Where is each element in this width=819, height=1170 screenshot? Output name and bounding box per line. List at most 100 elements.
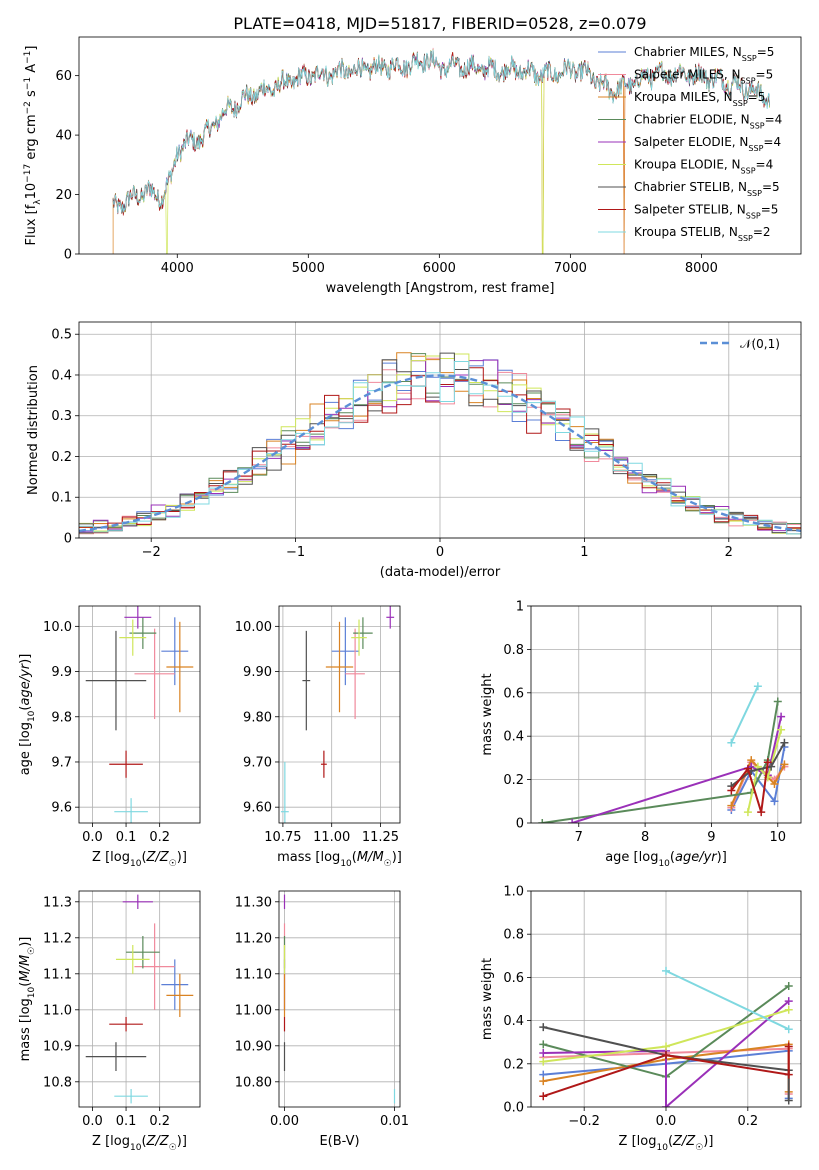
weight-series-kroupa-stelib (662, 966, 793, 1034)
label-part: 10 (27, 710, 37, 722)
y-tick-label: 11.2 (43, 931, 72, 946)
y-tick-label: 0.6 (503, 971, 524, 986)
legend-model-name: Chabrier ELODIE, N (634, 113, 750, 127)
y-tick-label: 9.9 (51, 665, 72, 680)
label-part: Flux [f (24, 204, 39, 245)
panel-age-vs-mass: 10.75 11.00 11.25 9.60 9.70 9.80 9.90 10.00 mass… (235, 605, 402, 869)
weight-series-salpeter-elodie (539, 997, 793, 1107)
weight-marker (784, 1070, 793, 1079)
legend-model-name: Kroupa STELIB, N (634, 225, 738, 239)
errorbar-chabrier-elodie (353, 617, 373, 649)
x-tick-label: 0.0 (82, 1114, 103, 1129)
figure-title: PLATE=0418, MJD=51817, FIBERID=0528, z=0… (233, 14, 646, 33)
legend-entry-kroupa-miles: Kroupa MILES, NSSP=5 (634, 90, 765, 108)
errorbar-salpeter-miles (134, 628, 175, 720)
y-tick-label: 0.2 (503, 1057, 524, 1072)
label-part: ☉ (384, 859, 392, 869)
plot-area (79, 352, 801, 535)
errorbar-kroupa-stelib (114, 1089, 148, 1104)
errorbar-chabrier-stelib (85, 1042, 147, 1071)
x-axis-label: Z [log10(Z/Z☉)] (92, 1134, 187, 1153)
plot-area (283, 894, 396, 1104)
x-tick-label: 4000 (161, 261, 194, 276)
label-part: s (24, 90, 39, 101)
label-part: −1 (23, 77, 33, 90)
x-tick-label: 2 (725, 545, 733, 560)
label-part: Z [log (92, 850, 130, 865)
label-part: )] (717, 850, 727, 865)
legend-entry-salpeter-elodie: Salpeter ELODIE, NSSP=4 (634, 135, 781, 153)
errorbar-salpeter-miles (134, 923, 175, 1010)
label-part: age/yr (18, 662, 33, 705)
x-tick-label: 1 (580, 545, 588, 560)
axes-frame (278, 890, 401, 1108)
weight-marker (568, 819, 577, 823)
weight-marker (777, 725, 786, 734)
x-tick-label: 0.01 (380, 1114, 409, 1129)
y-axis-label: mass weight (480, 673, 495, 755)
label-part: mass [log (18, 998, 33, 1061)
weight-marker (757, 808, 766, 817)
label-part: ( (141, 850, 146, 865)
y-tick-label: 11.20 (235, 931, 272, 946)
y-tick-label: 0.8 (503, 643, 524, 658)
x-tick-label: 7000 (554, 261, 587, 276)
errorbar-chabrier-elodie (129, 617, 157, 649)
errorbar-chabrier-stelib (302, 630, 311, 731)
errorbar-kroupa-miles (325, 621, 354, 713)
weight-marker (763, 758, 772, 767)
y-tick-label: 40 (55, 129, 72, 144)
x-tick-label: −0.2 (568, 1114, 600, 1129)
x-tick-label: 0 (436, 545, 444, 560)
label-part: age [log (605, 850, 658, 865)
label-part: E(B-V) (319, 1134, 359, 1149)
errorbar-kroupa-miles (166, 621, 194, 713)
label-part: Z/Z (146, 1134, 170, 1149)
label-part: (data-model)/error (380, 565, 501, 580)
plot-area (85, 606, 194, 823)
label-part: ( (18, 706, 33, 711)
weight-marker (662, 966, 670, 975)
legend-subscript: SSP (750, 121, 765, 130)
plot-area (112, 47, 770, 254)
y-tick-label: 10.0 (43, 620, 72, 635)
label-part: Z/Z (146, 850, 170, 865)
weight-marker (780, 760, 789, 769)
errorbar-chabrier-miles (161, 617, 189, 686)
weight-marker (780, 738, 789, 747)
legend-subscript: SSP (741, 166, 756, 175)
label-part: mass [log (277, 850, 340, 865)
x-tick-label: 10.75 (264, 830, 301, 845)
weight-marker (727, 738, 736, 747)
x-tick-label: 11.25 (362, 830, 399, 845)
weight-series-kroupa-elodie (539, 1005, 793, 1066)
y-tick-label: 0.1 (51, 491, 72, 506)
y-tick-label: 9.80 (243, 710, 272, 725)
label-part: age [log (18, 722, 33, 775)
label-part: ( (668, 1134, 673, 1149)
weight-marker (539, 1057, 548, 1066)
label-part: age/yr (675, 850, 718, 865)
x-axis-label: Z [log10(Z/Z☉)] (92, 850, 187, 869)
y-axis-label: Normed distribution (26, 365, 41, 495)
label-part: mass weight (480, 673, 495, 755)
y-tick-label: 20 (55, 188, 72, 203)
x-tick-label: 0.2 (149, 830, 170, 845)
y-tick-label: 0.2 (51, 450, 72, 465)
plot-area (85, 894, 194, 1104)
errorbar-kroupa-elodie (115, 945, 150, 974)
axes-frame (78, 890, 201, 1108)
axes-frame (278, 605, 401, 824)
errorbar-salpeter-stelib (109, 750, 143, 778)
weight-series-salpeter-stelib (727, 758, 772, 817)
y-tick-label: 10.90 (235, 1039, 272, 1054)
weight-line (746, 729, 783, 813)
weight-marker (539, 1040, 548, 1049)
x-tick-label: −1 (286, 545, 305, 560)
y-tick-label: 10.80 (235, 1075, 272, 1090)
gaussian-curve (79, 374, 801, 533)
weight-line (730, 762, 769, 813)
weight-marker (784, 1025, 793, 1034)
